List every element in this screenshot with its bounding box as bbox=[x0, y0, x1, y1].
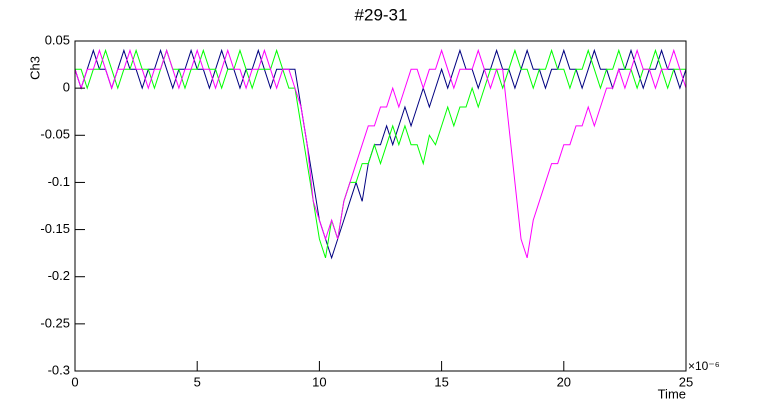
y-tick-label: -0.15 bbox=[40, 221, 70, 236]
y-tick-label: -0.3 bbox=[48, 362, 70, 377]
y-tick-label: -0.1 bbox=[48, 174, 70, 189]
series-line bbox=[75, 48, 686, 259]
frame bbox=[74, 40, 687, 372]
y-tick-label: 0 bbox=[63, 80, 70, 95]
y-tick-label: -0.25 bbox=[40, 315, 70, 330]
plot-area bbox=[74, 48, 687, 260]
x-tick-label: 20 bbox=[557, 374, 571, 389]
x-axis-label: Time bbox=[658, 386, 686, 401]
x-tick-label: 10 bbox=[312, 374, 326, 389]
x-tick-label: 0 bbox=[71, 374, 78, 389]
x-exponent-label: ×10⁻⁶ bbox=[688, 359, 720, 373]
x-tick-label: 25 bbox=[679, 374, 693, 389]
y-tick-label: -0.05 bbox=[40, 127, 70, 142]
chart-title: #29-31 bbox=[355, 5, 408, 24]
y-axis-label: Ch3 bbox=[27, 56, 42, 80]
y-tick-label: -0.2 bbox=[48, 268, 70, 283]
y-tick-label: 0.05 bbox=[45, 32, 70, 47]
x-tick-label: 15 bbox=[434, 374, 448, 389]
x-tick-label: 5 bbox=[194, 374, 201, 389]
series-line bbox=[74, 48, 687, 259]
series-line bbox=[74, 48, 687, 260]
